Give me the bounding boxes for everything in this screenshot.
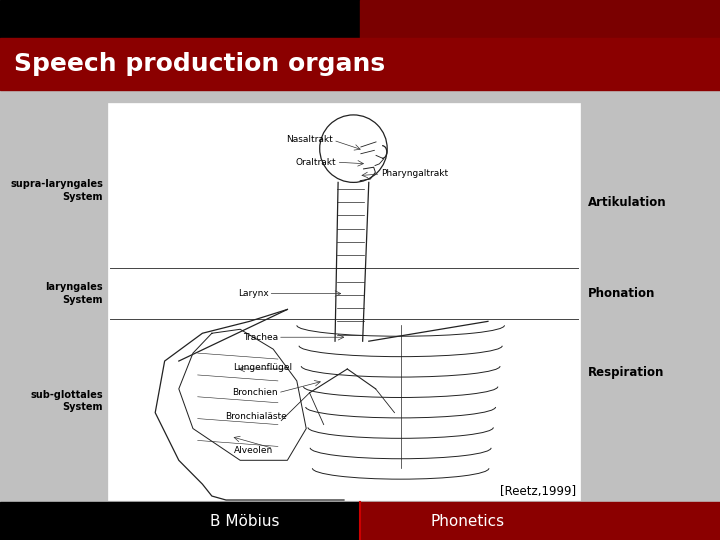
Text: Bronchien: Bronchien <box>233 388 278 397</box>
Bar <box>0 0 360 38</box>
Text: sub-glottales
System: sub-glottales System <box>30 389 103 412</box>
Bar <box>0 502 360 540</box>
Text: B Möbius: B Möbius <box>210 514 279 529</box>
Text: Bronchialäste: Bronchialäste <box>225 412 287 421</box>
Text: laryngales
System: laryngales System <box>45 282 103 305</box>
Text: Phonetics: Phonetics <box>431 514 505 529</box>
Text: Trachea: Trachea <box>243 333 278 342</box>
Bar <box>360 502 720 540</box>
Text: Speech production organs: Speech production organs <box>14 52 385 76</box>
Text: [Reetz,1999]: [Reetz,1999] <box>500 485 576 498</box>
Bar <box>0 90 720 502</box>
Text: supra-laryngales
System: supra-laryngales System <box>10 179 103 201</box>
Text: Artikulation: Artikulation <box>588 195 667 209</box>
Text: Lungenflügel: Lungenflügel <box>233 362 292 372</box>
Text: Phonation: Phonation <box>588 287 655 300</box>
Text: Larynx: Larynx <box>238 289 269 298</box>
Text: Alveolen: Alveolen <box>234 446 273 455</box>
Text: Oraltrakt: Oraltrakt <box>296 158 336 167</box>
Bar <box>108 103 580 500</box>
Bar <box>360 0 720 38</box>
Bar <box>0 38 720 90</box>
Text: Nasaltrakt: Nasaltrakt <box>287 134 333 144</box>
Text: Pharyngaltrakt: Pharyngaltrakt <box>381 170 449 178</box>
Text: Respiration: Respiration <box>588 367 665 380</box>
